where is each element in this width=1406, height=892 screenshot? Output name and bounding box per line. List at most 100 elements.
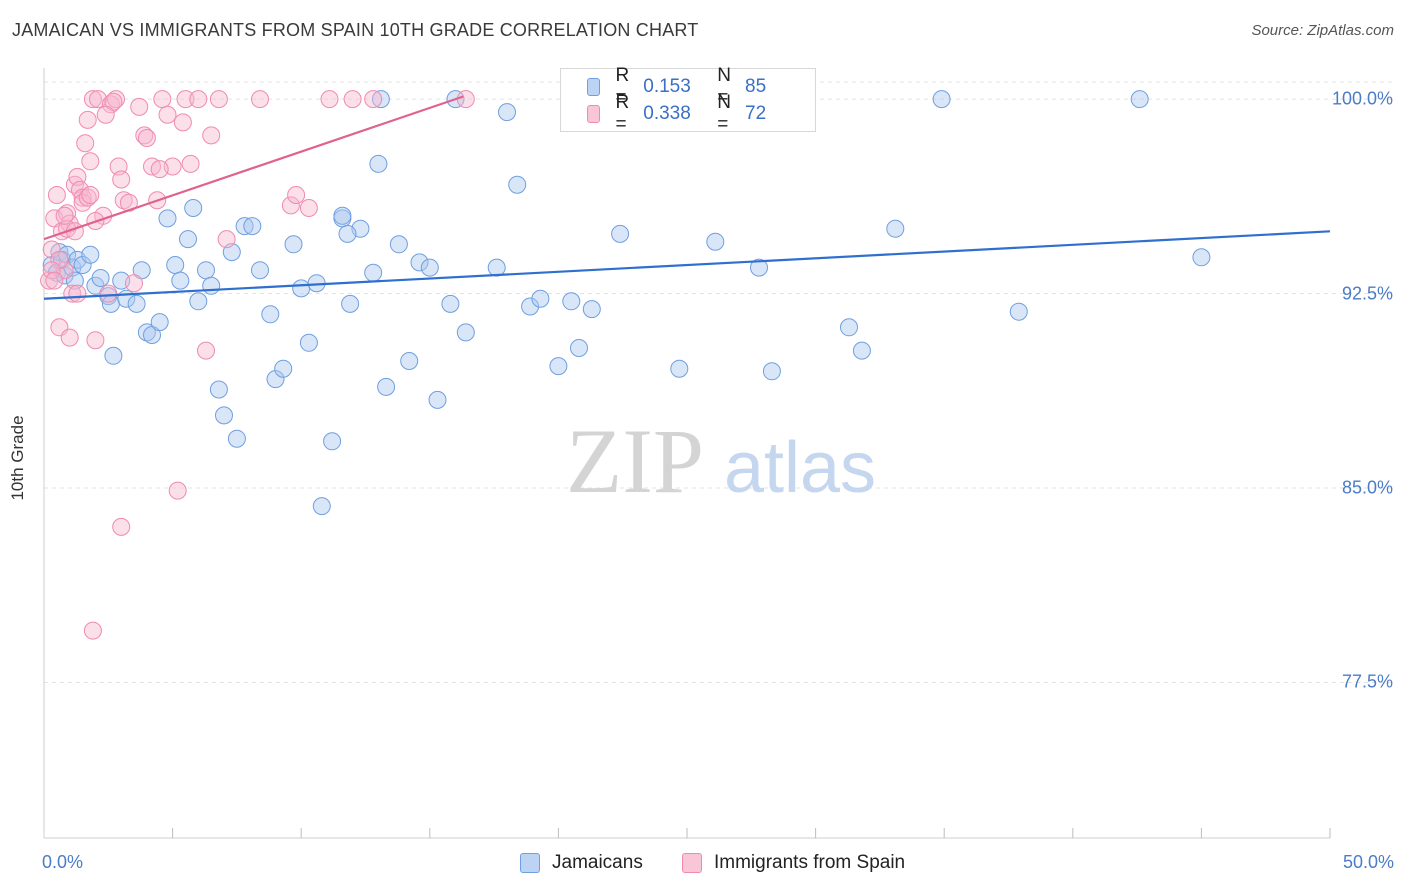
spain-point (99, 284, 118, 303)
jamaicans-point (371, 90, 390, 109)
x-tick-label-min: 0.0% (42, 852, 84, 872)
jamaicans-point (235, 217, 254, 236)
spain-point (251, 90, 269, 109)
spain-point (81, 152, 100, 171)
jamaicans-point (531, 289, 550, 308)
legend-row-jamaicans: R = 0.153 N = 85 (587, 65, 815, 108)
jamaicans-point (428, 390, 447, 409)
jamaicans-point (508, 175, 527, 194)
jamaicans-point (312, 497, 331, 516)
spain-point (173, 113, 192, 132)
chart-title: JAMAICAN VS IMMIGRANTS FROM SPAIN 10TH G… (12, 20, 699, 40)
spain-point (320, 90, 339, 109)
jamaicans-point (670, 359, 689, 378)
spain-point (343, 90, 362, 109)
x-tick-label-max: 50.0% (1342, 852, 1394, 872)
spain-point (181, 154, 200, 173)
watermark-zip: ZIP (566, 410, 704, 512)
jamaicans-legend-label: Jamaicans (552, 852, 643, 873)
jamaicans-point (333, 206, 352, 225)
spain-point (168, 481, 187, 500)
spain-point (78, 188, 97, 207)
spain-point (150, 160, 169, 179)
jamaicans-point (377, 377, 396, 396)
jamaicans-point (179, 230, 197, 249)
spain-point (135, 126, 154, 145)
axes (43, 68, 1331, 839)
spain-point (58, 204, 77, 223)
correlation-legend: R = 0.153 N = 85 R = 0.338 N = 72 (560, 65, 816, 135)
watermark: ZIP atlas (566, 410, 876, 512)
spain-r-value: 0.338 (643, 103, 691, 124)
spain-point (189, 90, 208, 109)
jamaicans-point (341, 294, 360, 313)
spain-point (73, 193, 92, 212)
jamaicans-point (932, 90, 951, 109)
jamaicans-point (410, 253, 429, 272)
jamaicans-point (1192, 248, 1211, 267)
jamaicans-point (582, 300, 601, 319)
jamaicans-point (184, 199, 203, 217)
spain-point (96, 105, 115, 124)
jamaicans-point (171, 271, 190, 290)
jamaicans-point (1130, 90, 1149, 109)
jamaicans-point (441, 294, 460, 313)
jamaicans-point (762, 362, 781, 381)
jamaicans-point (498, 103, 516, 122)
legend-row-spain: R = 0.338 N = 72 (587, 92, 815, 135)
spain-point (209, 90, 228, 109)
y-tick-label: 85.0% (1341, 477, 1393, 498)
jamaicans-point (706, 232, 725, 251)
spain-point (281, 196, 300, 215)
spain-point (456, 90, 475, 109)
spain-point (47, 186, 66, 204)
spain-point (112, 170, 131, 189)
jamaicans-point (215, 406, 233, 425)
jamaicans-point (243, 217, 262, 236)
spain-point (287, 186, 306, 204)
spain-point (153, 90, 172, 109)
y-tick-label: 92.5% (1341, 283, 1393, 304)
jamaicans-point (292, 279, 311, 298)
jamaicans-point (487, 258, 506, 277)
jamaicans-point (91, 269, 110, 287)
jamaicans-point (549, 357, 568, 376)
gridlines (44, 81, 1394, 683)
n-label: N = (717, 92, 731, 135)
jamaicans-point (73, 256, 92, 274)
spain-point (76, 134, 95, 153)
spain-point (137, 129, 156, 147)
jamaicans-point (338, 224, 357, 243)
legend-item-jamaicans[interactable]: Jamaicans (520, 852, 643, 874)
jamaicans-point (166, 256, 185, 274)
spain-legend-swatch (682, 853, 702, 873)
jamaicans-point (189, 292, 208, 311)
spain-point (107, 90, 125, 109)
source-label: Source: ZipAtlas.com (1251, 22, 1394, 39)
spain-point (42, 240, 61, 259)
spain-point (50, 250, 69, 269)
spain-point (158, 105, 177, 124)
jamaicans-point (202, 276, 221, 295)
trend-lines (43, 95, 1331, 300)
jamaicans-point (364, 263, 383, 282)
spain-trend-line (43, 95, 464, 241)
spain-point (125, 274, 143, 293)
jamaicans-point (389, 235, 408, 254)
spain-point (60, 328, 79, 347)
jamaicans-point (299, 333, 318, 352)
jamaicans-point (284, 235, 303, 254)
jamaicans-point (420, 258, 439, 277)
spain-point (114, 191, 133, 210)
jamaicans-point (840, 318, 858, 337)
jamaicans-point (400, 352, 419, 370)
jamaicans-point (323, 432, 342, 451)
spain-point (81, 186, 100, 204)
jamaicans-point (150, 313, 169, 332)
legend-item-spain[interactable]: Immigrants from Spain (682, 852, 905, 874)
n-label: N = (717, 65, 731, 108)
jamaicans-point (104, 346, 123, 365)
r-label: R = (615, 92, 630, 135)
jamaicans-swatch (587, 78, 600, 96)
spain-point (45, 271, 64, 290)
